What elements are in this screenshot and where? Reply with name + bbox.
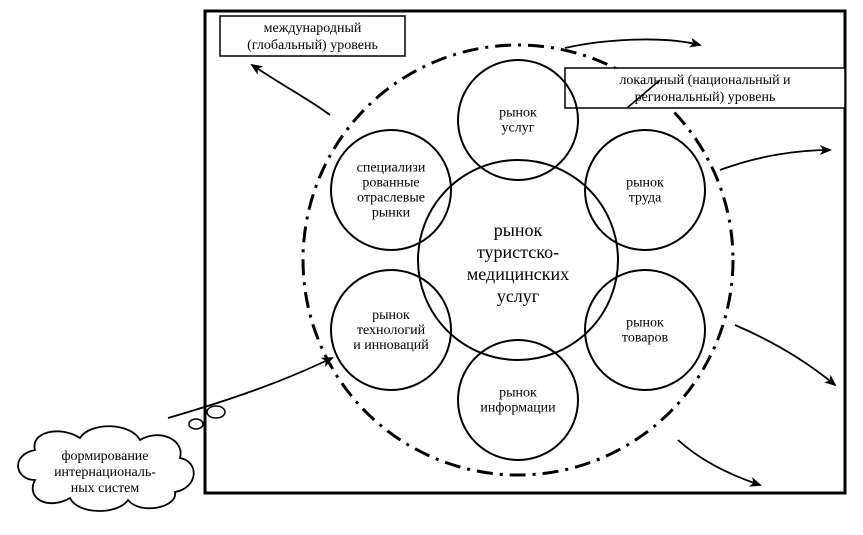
arrow-a3 (720, 150, 830, 170)
node-goods-line2: товаров (622, 331, 669, 346)
intl-level-line1: международный (264, 21, 362, 36)
center-line4: услуг (497, 286, 539, 306)
cloud-line3: ных систем (71, 481, 140, 496)
arrow-a1 (252, 65, 330, 115)
intl-level-line2: (глобальный) уровень (247, 38, 378, 53)
node-special-line4: рынки (372, 206, 411, 221)
arrow-a6 (168, 358, 332, 418)
diagram-canvas: международный (глобальный) уровень локальн… (0, 0, 863, 535)
center-line3: медицинских (467, 264, 569, 284)
cloud-line2: интернациональ- (54, 465, 156, 480)
node-info-line2: информации (480, 401, 556, 416)
node-special-line1: специализи (357, 161, 426, 176)
cloud-trail-2 (189, 419, 203, 429)
local-level-line1: локальный (национальный и (619, 73, 791, 88)
cloud-line1: формирование (61, 449, 148, 464)
node-services-line2: услуг (502, 121, 535, 136)
node-services-line1: рынок (499, 106, 537, 121)
node-labor-line2: труда (629, 191, 662, 206)
arrow-a5 (678, 440, 760, 485)
center-line2: туристско- (477, 242, 559, 262)
arrow-a2 (565, 39, 700, 48)
node-tech-line2: технологий (357, 323, 426, 338)
cloud-trail-1 (207, 406, 225, 418)
local-level-line2: региональный) уровень (635, 90, 776, 105)
arrow-a4 (735, 325, 835, 385)
center-line1: рынок (494, 220, 543, 240)
node-tech-line3: и инноваций (353, 338, 429, 353)
node-special-line3: отраслевые (357, 191, 425, 206)
node-labor-line1: рынок (626, 176, 664, 191)
node-goods-line1: рынок (626, 316, 664, 331)
node-special-line2: рованные (362, 176, 419, 191)
node-info-line1: рынок (499, 386, 537, 401)
node-tech-line1: рынок (372, 308, 410, 323)
